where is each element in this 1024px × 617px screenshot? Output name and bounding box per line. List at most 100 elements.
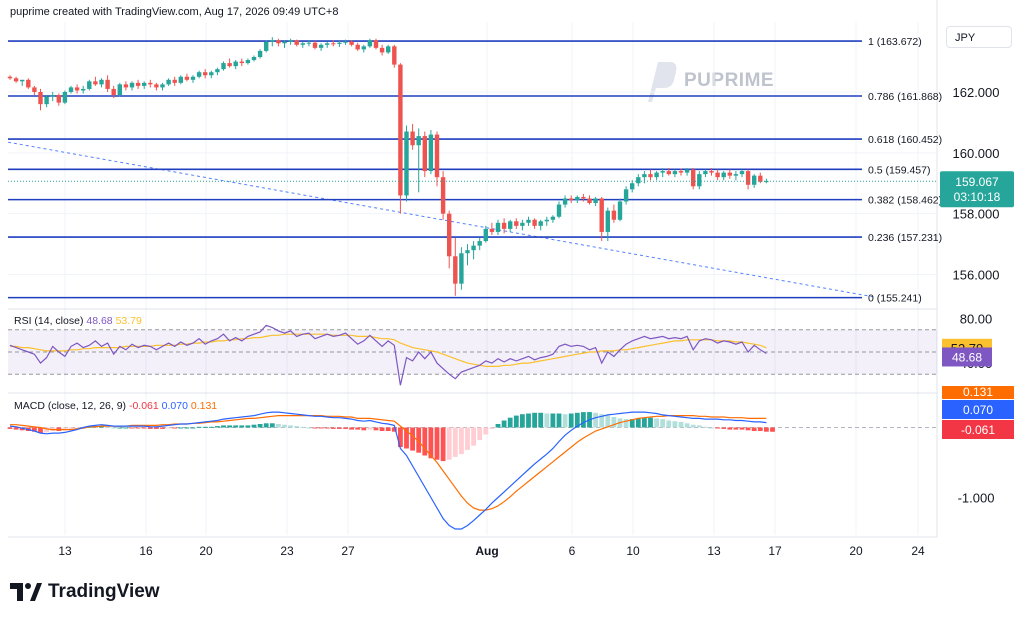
macd-signal-line: [10, 415, 767, 511]
macd-histogram-bar: [306, 427, 312, 429]
macd-histogram-bar: [666, 420, 672, 428]
candle-body: [605, 210, 610, 232]
candle-body: [300, 43, 305, 45]
rsi-pane: 80.0040.0053.7948.68: [8, 312, 992, 386]
candle-body: [758, 175, 763, 182]
macd-histogram-bar: [739, 427, 745, 430]
macd-histogram-bar: [422, 427, 428, 456]
candle-body: [733, 174, 739, 176]
macd-histogram-bar: [318, 427, 324, 429]
candle-body: [477, 241, 482, 246]
macd-histogram-bar: [654, 418, 659, 428]
candle-body: [611, 210, 617, 220]
fibonacci-retracement: 1 (163.672) 0.786 (161.868) 0.618 (160.452…: [8, 36, 942, 305]
macd-histogram-bar: [672, 421, 678, 428]
rsi-badge: [942, 347, 992, 367]
macd-tick-label: -1.000: [958, 491, 995, 506]
candle-body: [508, 221, 513, 229]
macd-histogram-bar: [147, 427, 153, 429]
candle-body: [26, 79, 31, 88]
candle-body: [294, 40, 299, 45]
x-tick-label: 24: [911, 544, 925, 558]
candle-body: [623, 189, 629, 202]
macd-histogram-bar: [532, 412, 537, 428]
candle-body: [471, 245, 476, 251]
macd-histogram-bar: [629, 419, 635, 428]
macd-signal-badge: [942, 386, 1014, 399]
macd-histogram-bar: [62, 427, 68, 431]
currency-button[interactable]: JPY: [946, 26, 1012, 48]
candle-body: [355, 44, 360, 50]
macd-title-value: 0.131: [188, 400, 217, 412]
macd-histogram-bar: [202, 426, 208, 428]
macd-histogram-bar: [239, 425, 245, 428]
macd-histogram-bar: [709, 427, 714, 429]
macd-histogram-bar: [574, 412, 580, 428]
candle-body: [453, 256, 458, 284]
candle-body: [56, 95, 61, 103]
macd-histogram-bar: [19, 427, 25, 431]
candle-body: [404, 131, 409, 196]
macd-histogram-bar: [660, 419, 666, 428]
candle-body: [245, 60, 251, 64]
x-tick-label: 17: [768, 544, 782, 558]
macd-histogram-bar: [690, 424, 696, 428]
macd-histogram-bar: [117, 427, 123, 429]
candle-body: [81, 88, 86, 91]
price-axis: 156.000 158.000 160.000 162.000 159.06703:10…: [940, 85, 1014, 283]
macd-badge: [942, 400, 1014, 419]
candle-body: [239, 61, 244, 64]
macd-histogram-bar: [172, 427, 178, 429]
price-tick-label: 158.000: [953, 207, 1000, 222]
macd-histogram-bar: [257, 424, 263, 428]
fib-level-label: 0 (155.241): [868, 293, 922, 305]
tradingview-brand: TradingView: [48, 581, 160, 602]
macd-signal-badge-value: 0.131: [963, 385, 993, 399]
rsi-title-name: RSI (14, close): [14, 315, 83, 327]
macd-histogram-bar: [483, 427, 489, 435]
puprime-watermark: PUPRIME: [640, 60, 774, 102]
candle-body: [684, 169, 690, 173]
macd-histogram-bar: [215, 426, 220, 428]
macd-hist-badge: [942, 420, 1014, 439]
macd-histogram-bar: [123, 427, 129, 429]
candle-body: [721, 172, 726, 178]
candle-body: [691, 169, 696, 187]
candle-body: [599, 198, 604, 232]
candle-body: [739, 171, 745, 175]
candle-body: [526, 219, 531, 223]
candle-body: [465, 250, 470, 254]
candle-body: [154, 84, 159, 88]
macd-title-value: 0.070: [159, 400, 188, 412]
macd-histogram-bar: [562, 414, 568, 428]
candle-body: [123, 84, 129, 88]
macd-histogram-bar: [379, 427, 385, 431]
macd-histogram-bar: [44, 427, 49, 433]
candle-body: [416, 136, 421, 146]
candle-body: [148, 82, 153, 85]
macd-histogram-bar: [459, 427, 464, 455]
macd-histogram-bar: [696, 425, 702, 428]
last-price-value: 159.067: [955, 175, 999, 189]
price-tick-label: 156.000: [953, 268, 1000, 283]
puprime-logo-icon: [648, 62, 677, 102]
candle-body: [544, 219, 549, 222]
candlestick-series: [7, 37, 937, 296]
candle-body: [343, 41, 348, 43]
bar-countdown: 03:10:18: [954, 190, 1001, 204]
macd-histogram-bar: [141, 427, 147, 429]
macd-histogram-bar: [263, 423, 269, 428]
macd-title-name: MACD (close, 12, 26, 9): [14, 400, 126, 412]
x-tick-label: 23: [280, 544, 294, 558]
macd-histogram-bar: [416, 427, 422, 453]
macd-histogram-bar: [513, 415, 519, 428]
candle-body: [697, 174, 702, 187]
macd-title-value: -0.061: [126, 400, 159, 412]
macd-histogram-bar: [538, 412, 544, 428]
candle-body: [617, 201, 623, 220]
macd-histogram-bar: [501, 420, 507, 428]
candle-body: [386, 46, 391, 53]
candle-body: [428, 134, 434, 172]
candle-body: [68, 87, 74, 92]
